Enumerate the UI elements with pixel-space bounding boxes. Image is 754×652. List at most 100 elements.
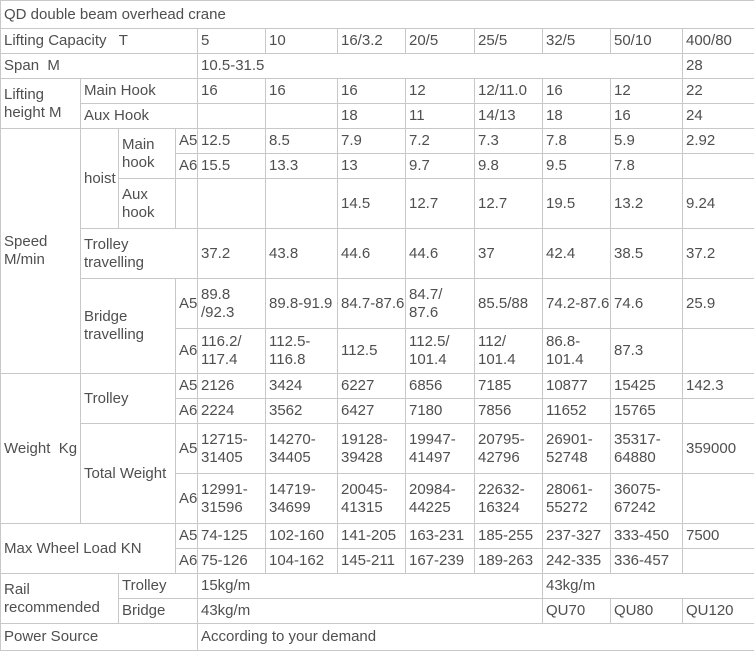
- hoist-aux-value: 13.2: [610, 178, 683, 229]
- hoist-main-a5-value: 12.5: [197, 128, 266, 154]
- wheel-load-a6-value: 104-162: [265, 548, 338, 574]
- a5-label: A5: [175, 523, 198, 549]
- trolley-travelling-value: 37.2: [197, 228, 266, 279]
- weight-trolley-a6-value: 7856: [474, 398, 543, 424]
- total-weight-a5-value: 19947- 41497: [405, 423, 475, 474]
- row-trolley-travelling: Trolley travelling 37.2 43.8 44.6 44.6 3…: [1, 228, 754, 279]
- weight-trolley-a6-value: 2224: [197, 398, 266, 424]
- bridge-a5-value: 74.2-87.6: [542, 278, 611, 329]
- bridge-a6-value: 86.8- 101.4: [542, 328, 611, 374]
- main-hook-label: Main Hook: [80, 78, 198, 104]
- aux-hook-value: 24: [681, 103, 754, 129]
- hoist-main-a5-value: 5.9: [610, 128, 683, 154]
- lifting-capacity-label: Lifting Capacity T: [0, 28, 198, 54]
- capacity-value: 32/5: [542, 28, 611, 54]
- a6-label: A6: [175, 473, 198, 524]
- wheel-load-a5-value: 7500: [681, 523, 754, 549]
- hoist-aux-label: Aux hook: [118, 178, 176, 229]
- capacity-value: 16/3.2: [337, 28, 406, 54]
- wheel-load-a5-value: 333-450: [610, 523, 683, 549]
- wheel-load-a5-value: 102-160: [265, 523, 338, 549]
- bridge-a6-value: [681, 328, 754, 374]
- capacity-value: 50/10: [610, 28, 683, 54]
- trolley-travelling-value: 37: [474, 228, 543, 279]
- trolley-travelling-value: 44.6: [405, 228, 475, 279]
- row-bridge-travelling-a5: Bridge travelling A5 89.8 /92.3 89.8-91.…: [1, 278, 754, 374]
- a5-label: A5: [175, 278, 198, 329]
- rail-bridge-value: QU80: [610, 598, 683, 624]
- hoist-main-a6-value: 13: [337, 153, 406, 179]
- rail-trolley-right-value: 43kg/m: [541, 573, 754, 599]
- capacity-value: 10: [265, 28, 338, 54]
- bridge-a6-value: 87.3: [610, 328, 683, 374]
- a6-label: A6: [175, 153, 198, 179]
- wheel-load-a6-value: 189-263: [474, 548, 543, 574]
- lifting-height-label: Lifting height M: [0, 78, 81, 129]
- trolley-travelling-value: 44.6: [337, 228, 406, 279]
- aux-hook-value: [265, 103, 338, 129]
- total-weight-a5-value: 35317- 64880: [610, 423, 683, 474]
- total-weight-a5-value: 20795- 42796: [474, 423, 543, 474]
- hoist-main-a6-value: 9.7: [405, 153, 475, 179]
- row-rail-trolley: Rail recommended Trolley 15kg/m 43kg/m: [0, 573, 754, 624]
- hoist-main-a5-value: 2.92: [681, 128, 754, 154]
- bridge-a6-value: 112/ 101.4: [474, 328, 543, 374]
- wheel-load-a5-value: 163-231: [405, 523, 475, 549]
- main-hook-value: 16: [265, 78, 338, 104]
- hoist-main-a5-value: 7.9: [337, 128, 406, 154]
- hoist-aux-value: 19.5: [542, 178, 611, 229]
- wheel-load-a6-value: 145-211: [337, 548, 406, 574]
- row-aux-hook: Aux Hook 18 11 14/13 18 16 24: [1, 103, 754, 129]
- weight-trolley-a5-value: 10877: [542, 373, 611, 399]
- row-span: Span M 10.5-31.5 28: [0, 53, 754, 79]
- hoist-main-a6-value: 7.8: [610, 153, 683, 179]
- wheel-load-a5-value: 185-255: [474, 523, 543, 549]
- weight-trolley-a6-value: 7180: [405, 398, 475, 424]
- hoist-main-a6-value: 9.5: [542, 153, 611, 179]
- power-source-label: Power Source: [0, 623, 198, 651]
- total-weight-a6-value: [681, 473, 754, 524]
- hoist-main-a5-value: 7.8: [542, 128, 611, 154]
- aux-hook-value: 11: [405, 103, 475, 129]
- main-hook-value: 16: [542, 78, 611, 104]
- bridge-a5-value: 85.5/88: [474, 278, 543, 329]
- row-title: QD double beam overhead crane: [0, 0, 754, 29]
- a6-label: A6: [175, 328, 198, 374]
- hoist-aux-value: [265, 178, 338, 229]
- hoist-aux-value: 14.5: [337, 178, 406, 229]
- span-value: 10.5-31.5: [197, 53, 683, 79]
- aux-hook-label: Aux Hook: [80, 103, 198, 129]
- total-weight-a6-value: 20045- 41315: [337, 473, 406, 524]
- wheel-load-label: Max Wheel Load KN: [0, 523, 176, 574]
- bridge-a6-value: 112.5- 116.8: [265, 328, 338, 374]
- capacity-value: 25/5: [474, 28, 543, 54]
- row-wheel-load-a5: Max Wheel Load KN A5 74-125 102-160 141-…: [0, 523, 754, 574]
- weight-trolley-a5-value: 6856: [405, 373, 475, 399]
- capacity-value: 400/80: [681, 28, 754, 54]
- weight-trolley-a5-value: 2126: [197, 373, 266, 399]
- hoist-label: hoist: [80, 128, 119, 229]
- bridge-a6-value: 112.5/ 101.4: [405, 328, 475, 374]
- total-weight-a6-value: 22632- 16324: [474, 473, 543, 524]
- a5-label: A5: [175, 128, 198, 154]
- wheel-load-a6-value: 336-457: [610, 548, 683, 574]
- hoist-main-a5-value: 7.3: [474, 128, 543, 154]
- total-weight-a5-value: 19128- 39428: [337, 423, 406, 474]
- span-last-value: 28: [681, 53, 754, 79]
- wheel-load-a6-value: 242-335: [542, 548, 611, 574]
- weight-trolley-a6-value: 15765: [610, 398, 683, 424]
- bridge-a6-value: 112.5: [337, 328, 406, 374]
- main-hook-value: 16: [197, 78, 266, 104]
- rail-label: Rail recommended: [0, 573, 119, 624]
- rail-trolley-label: Trolley: [118, 573, 198, 599]
- row-hoist-aux: Aux hook 14.5 12.7 12.7 19.5 13.2 9.24: [1, 178, 754, 229]
- bridge-a5-value: 84.7/ 87.6: [405, 278, 475, 329]
- hoist-aux-value: 12.7: [474, 178, 543, 229]
- hoist-main-a6-value: 9.8: [474, 153, 543, 179]
- main-hook-value: 22: [681, 78, 754, 104]
- bridge-a5-value: 89.8-91.9: [265, 278, 338, 329]
- wheel-load-a5-value: 74-125: [197, 523, 266, 549]
- aux-hook-value: [197, 103, 266, 129]
- row-total-weight-a6: A6 12991- 31596 14719- 34699 20045- 4131…: [1, 473, 754, 524]
- weight-trolley-a6-value: 3562: [265, 398, 338, 424]
